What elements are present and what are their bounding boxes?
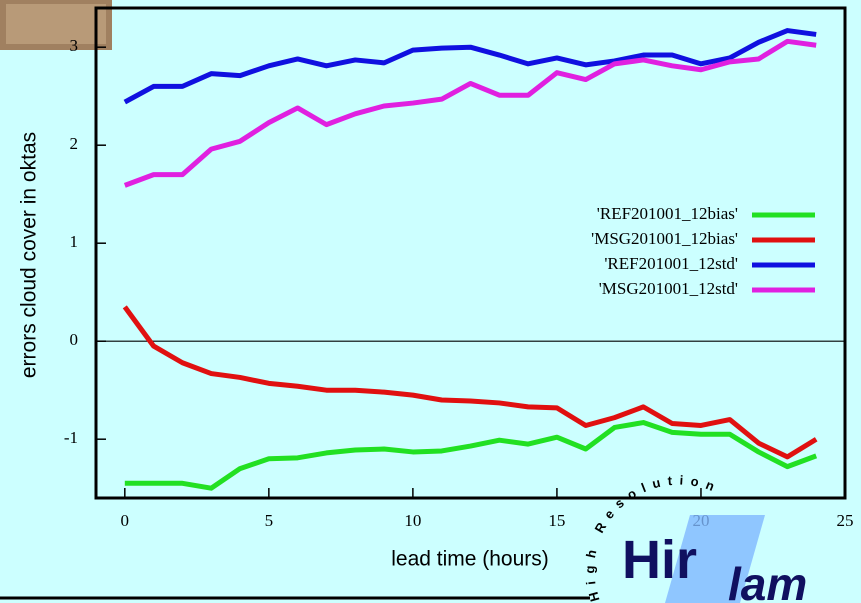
- y-tick-label: 1: [70, 232, 79, 251]
- legend-label: 'MSG201001_12std': [599, 279, 738, 298]
- y-tick-label: 3: [70, 36, 79, 55]
- series-line: [122, 305, 818, 460]
- y-axis-label: errors cloud cover in oktas: [18, 132, 41, 378]
- x-tick-label: 0: [121, 511, 130, 530]
- legend-label: 'REF201001_12std': [604, 254, 738, 273]
- legend-label: 'MSG201001_12bias': [591, 229, 738, 248]
- y-tick-label: -1: [64, 428, 78, 447]
- y-tick-label: 0: [70, 330, 79, 349]
- logo-main: Hir: [622, 530, 697, 590]
- logo-sub: lam: [728, 558, 807, 603]
- x-axis-label: lead time (hours): [391, 548, 549, 571]
- series-line: [123, 38, 817, 188]
- x-tick-label: 15: [548, 511, 565, 530]
- series-line: [123, 28, 817, 105]
- legend-label: 'REF201001_12bias': [597, 204, 738, 223]
- y-tick-label: 2: [70, 134, 79, 153]
- logo-stripe: [665, 515, 765, 603]
- x-tick-label: 10: [404, 511, 421, 530]
- plot-frame: [94, 6, 847, 500]
- series-line: [124, 420, 818, 491]
- x-tick-label: 5: [265, 511, 274, 530]
- x-tick-label: 25: [837, 511, 854, 530]
- photo-detail: [6, 4, 106, 44]
